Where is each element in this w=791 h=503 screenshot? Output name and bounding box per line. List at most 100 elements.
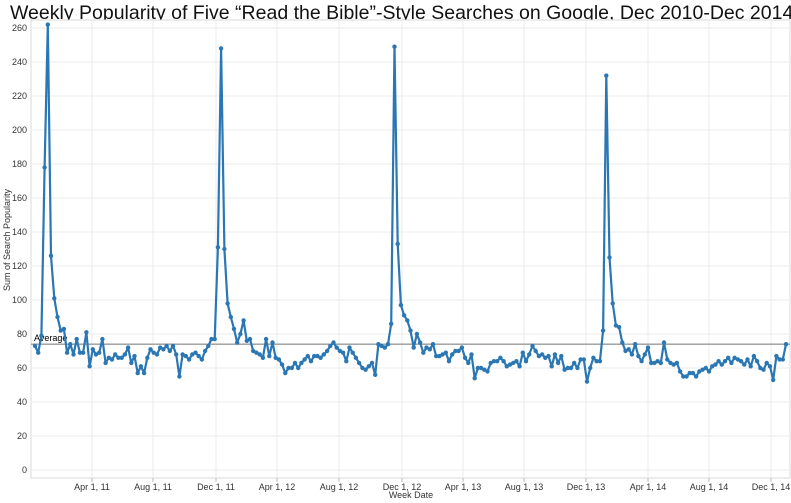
y-tick-label: 120 xyxy=(12,261,27,271)
data-point xyxy=(389,321,394,326)
data-point xyxy=(591,355,596,360)
data-point xyxy=(148,347,153,352)
data-point xyxy=(774,353,779,359)
data-point xyxy=(600,328,606,333)
data-point xyxy=(405,318,410,323)
data-point xyxy=(202,348,208,354)
data-point xyxy=(411,345,416,350)
data-point xyxy=(575,365,580,371)
data-point xyxy=(177,374,182,379)
data-point xyxy=(331,340,336,345)
data-point xyxy=(729,360,734,366)
data-point xyxy=(472,376,477,381)
y-tick-label: 160 xyxy=(12,193,27,203)
data-point xyxy=(745,357,750,362)
y-tick-label: 140 xyxy=(12,227,27,237)
data-point xyxy=(222,246,227,252)
data-point xyxy=(754,359,760,364)
data-point xyxy=(722,359,728,364)
y-tick-label: 100 xyxy=(12,295,27,305)
y-tick-label: 180 xyxy=(12,159,27,169)
data-point xyxy=(514,359,519,364)
data-point xyxy=(174,352,179,357)
data-point xyxy=(193,350,198,355)
data-point xyxy=(456,348,461,354)
data-point xyxy=(726,355,731,360)
data-point xyxy=(129,360,134,366)
data-point xyxy=(225,301,230,306)
data-point xyxy=(706,369,712,374)
data-point xyxy=(565,365,570,371)
x-tick-label: Aug 1, 13 xyxy=(505,482,544,492)
data-point xyxy=(681,374,686,379)
data-point xyxy=(302,357,307,362)
data-point xyxy=(48,253,54,258)
data-point xyxy=(254,350,259,355)
data-point xyxy=(517,364,522,369)
data-point xyxy=(626,347,631,352)
data-point xyxy=(299,360,304,366)
average-label: Average xyxy=(34,333,67,343)
x-tick-label: Aug 1, 11 xyxy=(134,482,172,492)
data-point xyxy=(568,365,574,371)
data-point xyxy=(780,357,785,362)
data-point xyxy=(475,365,481,371)
data-point xyxy=(594,359,599,364)
data-point xyxy=(45,22,50,27)
grid xyxy=(30,19,791,479)
data-point xyxy=(90,347,96,352)
data-point xyxy=(270,340,275,345)
data-point xyxy=(533,348,538,354)
x-tick-label: Dec 1, 12 xyxy=(383,482,422,492)
data-point xyxy=(318,355,323,360)
x-tick-label: Apr 1, 14 xyxy=(630,482,667,492)
data-point xyxy=(363,367,368,372)
data-point xyxy=(771,377,776,383)
chart-title: Weekly Popularity of Five “Read the Bibl… xyxy=(10,2,791,24)
data-point xyxy=(684,374,689,379)
data-point xyxy=(138,364,144,369)
data-point xyxy=(212,336,217,342)
data-point xyxy=(520,350,525,355)
data-point xyxy=(55,314,60,320)
data-point xyxy=(161,347,166,352)
data-point xyxy=(347,345,352,350)
data-point xyxy=(324,348,330,354)
data-point xyxy=(276,357,282,362)
data-point xyxy=(215,245,221,250)
data-point xyxy=(113,352,118,357)
x-tick-label: Apr 1, 13 xyxy=(445,482,482,492)
data-point xyxy=(145,355,150,360)
data-point xyxy=(578,357,583,362)
data-point xyxy=(597,359,603,364)
data-point xyxy=(199,357,205,362)
data-point xyxy=(312,353,317,359)
data-point xyxy=(344,359,349,364)
data-point xyxy=(42,165,47,170)
data-point xyxy=(186,357,192,362)
data-point xyxy=(466,360,471,366)
data-point xyxy=(84,330,89,335)
y-tick-label: 0 xyxy=(22,465,27,475)
data-point xyxy=(97,350,102,355)
data-point xyxy=(469,352,474,357)
data-point xyxy=(751,353,757,359)
data-point xyxy=(697,369,702,374)
data-point xyxy=(523,359,529,364)
data-point xyxy=(485,369,490,374)
data-point xyxy=(369,360,375,366)
series-popularity xyxy=(32,22,789,384)
y-tick-label: 260 xyxy=(12,23,27,33)
data-point xyxy=(350,350,355,355)
data-point xyxy=(716,359,721,364)
data-point xyxy=(119,355,124,360)
data-point xyxy=(36,350,41,355)
data-point xyxy=(738,359,744,364)
data-point xyxy=(122,352,128,357)
data-point xyxy=(366,364,371,369)
data-point xyxy=(80,350,86,355)
data-point xyxy=(308,359,314,364)
data-point xyxy=(373,372,378,377)
data-point xyxy=(443,350,448,355)
